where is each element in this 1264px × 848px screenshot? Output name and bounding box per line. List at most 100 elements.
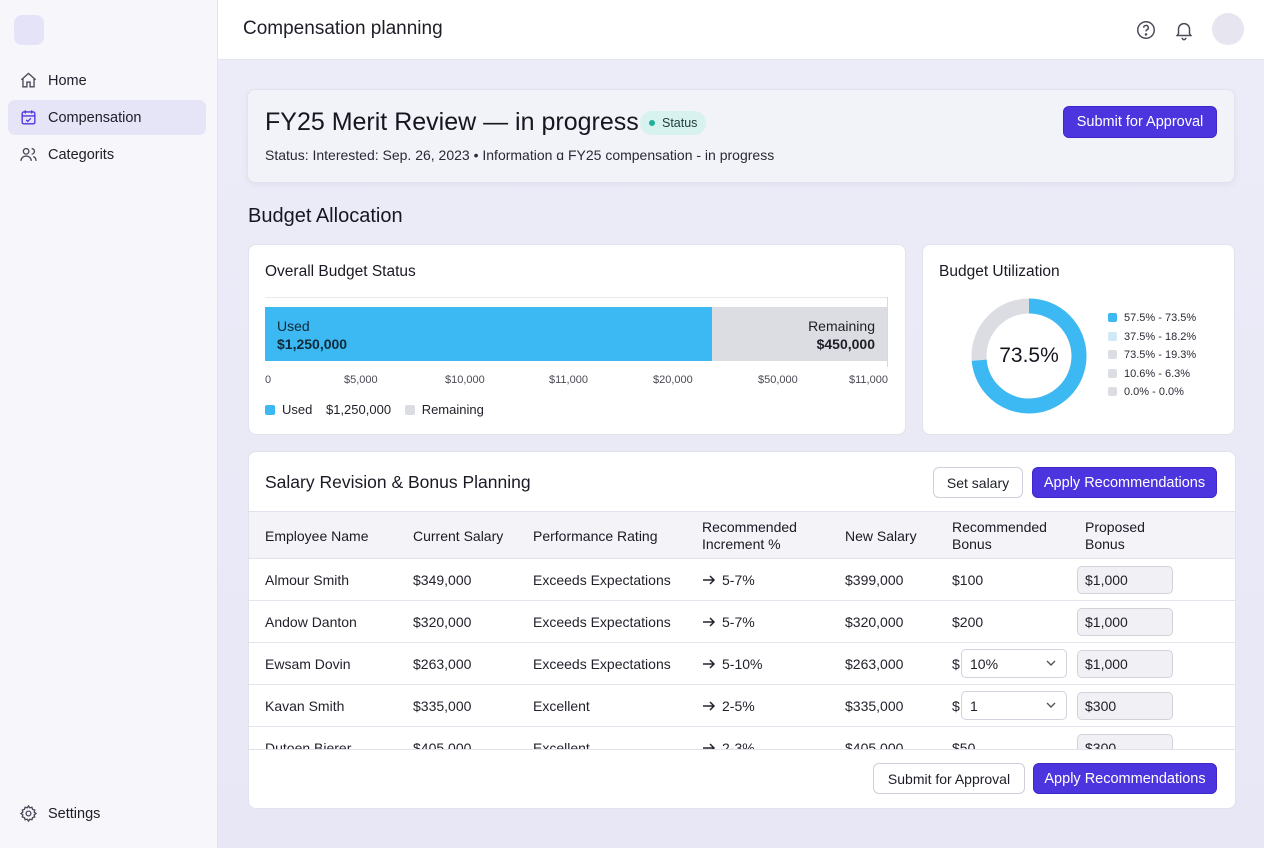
remaining-label: Remaining [808,318,875,334]
bell-icon[interactable] [1173,19,1195,41]
employee-name: Kavan Smith [265,698,345,714]
footer-submit-for-approval-button[interactable]: Submit for Approval [873,763,1025,794]
column-header[interactable]: Recommended [702,519,797,535]
column-header-line2: Increment % [702,536,781,552]
budget-legend: Used $1,250,000 Remaining [265,402,484,417]
legend-remaining-label: Remaining [421,402,484,417]
footer-apply-recommendations-button[interactable]: Apply Recommendations [1033,763,1217,794]
axis-tick: $11,000 [549,374,588,386]
legend-label: 73.5% - 19.3% [1124,349,1197,361]
arrow-right-icon [703,575,716,585]
select-value: 1 [970,698,978,714]
sidebar-item-settings[interactable]: Settings [8,796,206,831]
table-row[interactable]: Andow Danton $320,000 Exceeds Expectations… [249,601,1235,643]
sidebar: Home Compensation Categorits Settings [0,0,218,848]
table-header: Employee Name Current Salary Performance… [249,511,1235,559]
legend-label: 10.6% - 6.3% [1124,368,1191,380]
employee-name: Almour Smith [265,572,350,588]
axis-tick: $11,000 [849,374,888,386]
legend-swatch [1108,369,1117,378]
performance-rating: Exceeds Expectations [533,572,671,588]
home-icon [20,72,37,88]
column-header[interactable]: Employee Name [265,528,369,544]
recommended-bonus: $100 [952,572,984,588]
recommended-bonus-select[interactable]: 10% [961,649,1067,678]
apply-recommendations-button[interactable]: Apply Recommendations [1032,467,1217,498]
sidebar-item-categorits[interactable]: Categorits [8,137,206,172]
utilization-legend-item: 73.5% - 19.3% [1108,349,1196,361]
new-salary: $335,000 [845,698,904,714]
main-content: FY25 Merit Review — in progress Status S… [218,60,1264,848]
set-salary-button[interactable]: Set salary [933,467,1023,498]
status-dot-icon [649,120,655,126]
arrow-right-icon [703,701,716,711]
axis-tick: 0 [265,374,272,386]
new-salary: $263,000 [845,656,904,672]
arrow-right-icon [703,659,716,669]
overall-budget-title: Overall Budget Status [265,263,416,280]
recommended-bonus-select[interactable]: 1 [961,691,1067,720]
select-value: 10% [970,656,999,672]
recommended-increment: 2-5% [702,698,755,714]
axis-tick: $50,000 [758,374,798,386]
column-header[interactable]: New Salary [845,528,917,544]
column-header[interactable]: Current Salary [413,528,504,544]
recommended-bonus: $ [952,656,960,672]
current-salary: $320,000 [413,614,472,630]
increment-value: 5-7% [722,572,755,588]
recommended-bonus: $ [952,698,960,714]
app-logo [14,15,44,45]
column-header[interactable]: Performance Rating [533,528,658,544]
donut-used-arc [971,298,1087,414]
legend-swatch [1108,313,1117,322]
utilization-donut [971,298,1087,414]
utilization-legend-item: 57.5% - 73.5% [1108,312,1196,324]
legend-label: 57.5% - 73.5% [1124,312,1197,324]
column-header-line2: Bonus [1085,536,1125,552]
proposed-bonus-input[interactable]: $1,000 [1077,650,1173,678]
legend-swatch [1108,387,1117,396]
legend-swatch [1108,332,1117,341]
submit-for-approval-button[interactable]: Submit for Approval [1063,106,1217,138]
performance-rating: Exceeds Expectations [533,656,671,672]
performance-rating: Exceeds Expectations [533,614,671,630]
current-salary: $349,000 [413,572,472,588]
help-icon[interactable] [1135,19,1157,41]
sidebar-item-label: Compensation [48,109,142,126]
used-label: Used [277,318,310,334]
proposed-bonus-input[interactable]: $1,000 [1077,608,1173,636]
sidebar-item-home[interactable]: Home [8,63,206,98]
table-row[interactable]: Ewsam Dovin $263,000 Exceeds Expectations 5… [249,643,1235,685]
gear-icon [19,804,38,823]
table-row[interactable]: Almour Smith $349,000 Exceeds Expectations… [249,559,1235,601]
axis-tick: $20,000 [653,374,693,386]
sidebar-item-compensation[interactable]: Compensation [8,100,206,135]
legend-swatch [1108,350,1117,359]
status-badge-label: Status [662,116,698,130]
increment-value: 2-5% [722,698,755,714]
recommended-increment: 5-7% [702,614,755,630]
column-header[interactable]: Recommended [952,519,1047,535]
legend-swatch-used [265,405,275,415]
axis-tick: $5,000 [344,374,378,386]
calendar-check-icon [21,110,36,125]
increment-value: 5-7% [722,614,755,630]
new-salary: $320,000 [845,614,904,630]
table-row[interactable]: Kavan Smith $335,000 Excellent 2-5% $335,000… [249,685,1235,727]
avatar[interactable] [1212,13,1244,45]
budget-allocation-heading: Budget Allocation [248,205,403,227]
budget-utilization-title: Budget Utilization [939,263,1060,280]
column-header[interactable]: Proposed [1085,519,1145,535]
recommended-increment: 5-10% [702,656,762,672]
proposed-bonus-input[interactable]: $1,000 [1077,566,1173,594]
budget-used-bar [265,307,712,361]
salary-planning-card: Salary Revision & Bonus Planning Set sal… [248,451,1236,809]
utilization-legend-item: 0.0% - 0.0% [1108,386,1184,398]
column-header-line2: Bonus [952,536,992,552]
performance-rating: Excellent [533,698,590,714]
proposed-bonus-input[interactable]: $300 [1077,692,1173,720]
review-header-card: FY25 Merit Review — in progress Status S… [247,89,1235,183]
utilization-legend-item: 10.6% - 6.3% [1108,368,1190,380]
increment-value: 5-10% [722,656,763,672]
current-salary: $263,000 [413,656,472,672]
